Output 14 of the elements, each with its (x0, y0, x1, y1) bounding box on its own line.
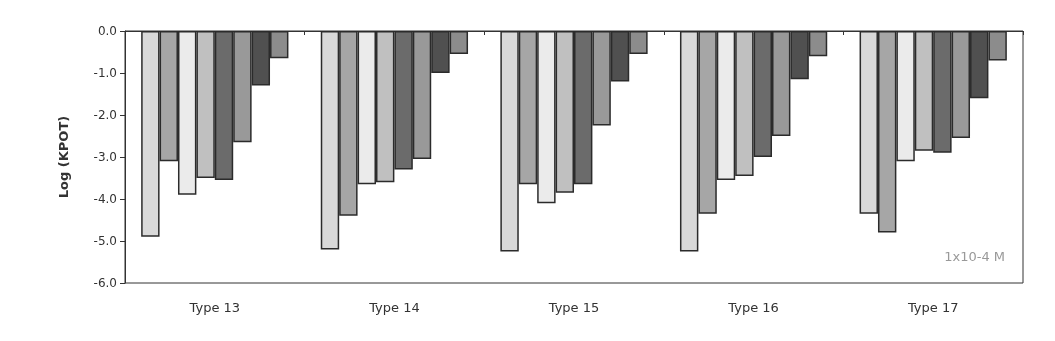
y-tick-label: -4.0 (93, 192, 117, 206)
x-tick-label: Type 13 (188, 300, 241, 315)
annotation: 1x10-4 M (944, 249, 1006, 264)
x-tick-label: Type 16 (727, 300, 779, 315)
x-tick-label: Type 17 (906, 300, 959, 315)
y-tick-label: -6.0 (93, 276, 117, 290)
y-tick-label: -3.0 (93, 150, 117, 164)
y-tick-label: -2.0 (93, 108, 117, 122)
y-axis-title: Log (KPOT) (56, 115, 71, 199)
y-tick-label: -5.0 (93, 234, 117, 248)
y-tick-label: -1.0 (93, 66, 117, 80)
x-tick-label: Type 15 (547, 300, 600, 315)
y-tick-label: 0.0 (97, 24, 117, 38)
x-tick-label: Type 14 (368, 300, 420, 315)
